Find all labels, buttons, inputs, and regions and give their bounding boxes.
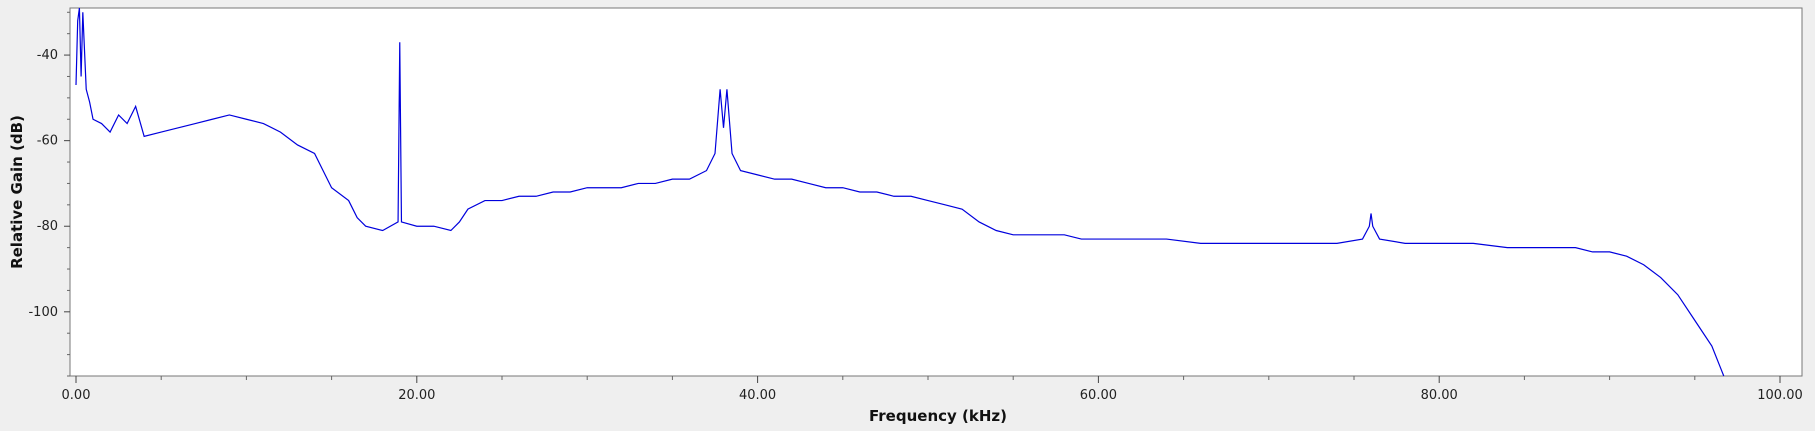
x-axis-label: Frequency (kHz) — [869, 407, 1007, 425]
y-tick-label: -80 — [37, 219, 58, 234]
y-axis-ticks: -40 -60 -80 -100 — [28, 11, 70, 377]
y-tick-label: -40 — [37, 48, 58, 63]
y-tick-label: -60 — [37, 134, 58, 149]
x-tick-label: 80.00 — [1421, 388, 1458, 403]
plot-frame — [69, 7, 1803, 377]
x-axis-ticks: 0.00 20.00 40.00 60.00 80.00 100.00 — [62, 376, 1803, 403]
y-axis-label: Relative Gain (dB) — [8, 115, 26, 269]
x-tick-label: 20.00 — [398, 388, 435, 403]
x-tick-label: 0.00 — [62, 388, 91, 403]
spectrum-series-line — [75, 7, 1725, 377]
x-tick-label: 100.00 — [1757, 388, 1803, 403]
y-tick-label: -100 — [28, 305, 58, 320]
x-tick-label: 60.00 — [1080, 388, 1117, 403]
x-tick-label: 40.00 — [739, 388, 776, 403]
